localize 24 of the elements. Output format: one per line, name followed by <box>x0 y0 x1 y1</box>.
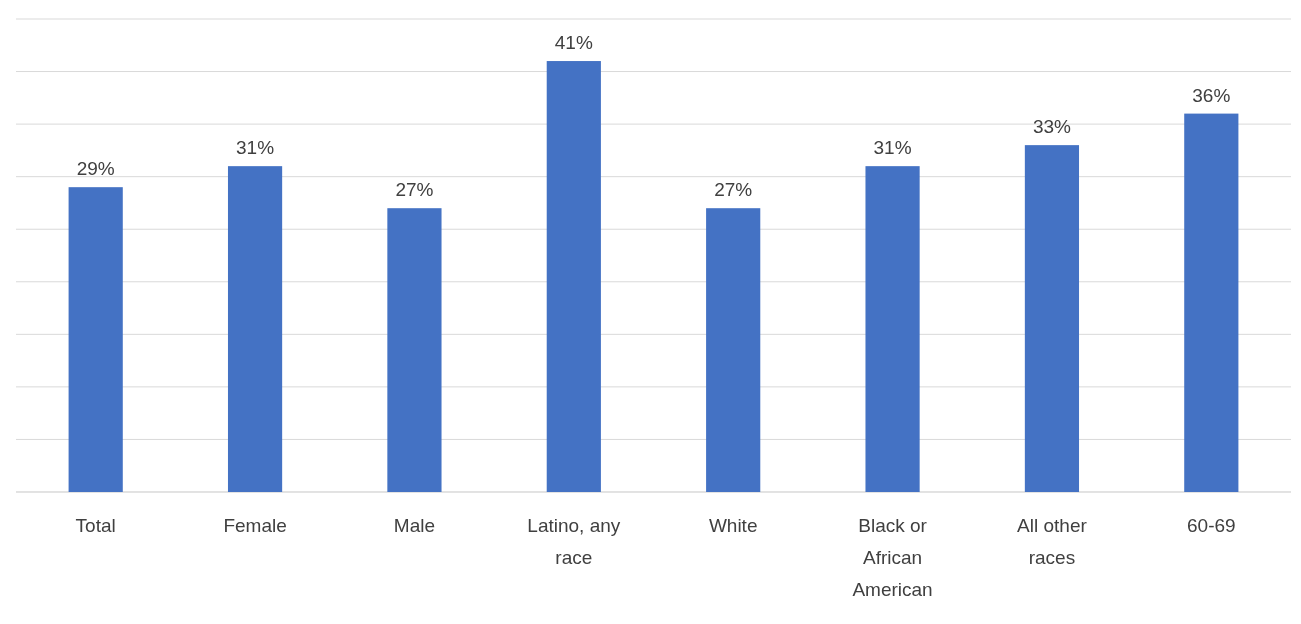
x-tick-label: Male <box>393 515 436 536</box>
x-tick-label: Black or African American <box>852 515 933 600</box>
x-tick-label: Female <box>223 515 287 536</box>
data-label: 41% <box>554 32 593 54</box>
x-tick-label: Total <box>75 515 116 536</box>
x-tick-label: All other races <box>1017 515 1088 568</box>
data-label: 31% <box>236 137 275 159</box>
bar <box>227 166 283 492</box>
bar <box>865 166 920 492</box>
data-label: 31% <box>873 137 912 159</box>
data-label: 33% <box>1032 116 1072 138</box>
x-tick-label: White <box>708 515 758 536</box>
bar <box>1024 145 1080 492</box>
bar <box>387 208 442 492</box>
bar <box>1184 113 1239 492</box>
bar <box>546 61 601 492</box>
data-label: 29% <box>76 158 115 180</box>
bar <box>68 187 123 492</box>
x-tick-label: Latino, any race <box>527 515 621 568</box>
data-label: 27% <box>714 179 753 201</box>
data-label: 27% <box>395 179 434 201</box>
bar <box>706 208 761 492</box>
data-label: 36% <box>1192 84 1231 106</box>
x-tick-label: 60-69 <box>1187 515 1236 536</box>
